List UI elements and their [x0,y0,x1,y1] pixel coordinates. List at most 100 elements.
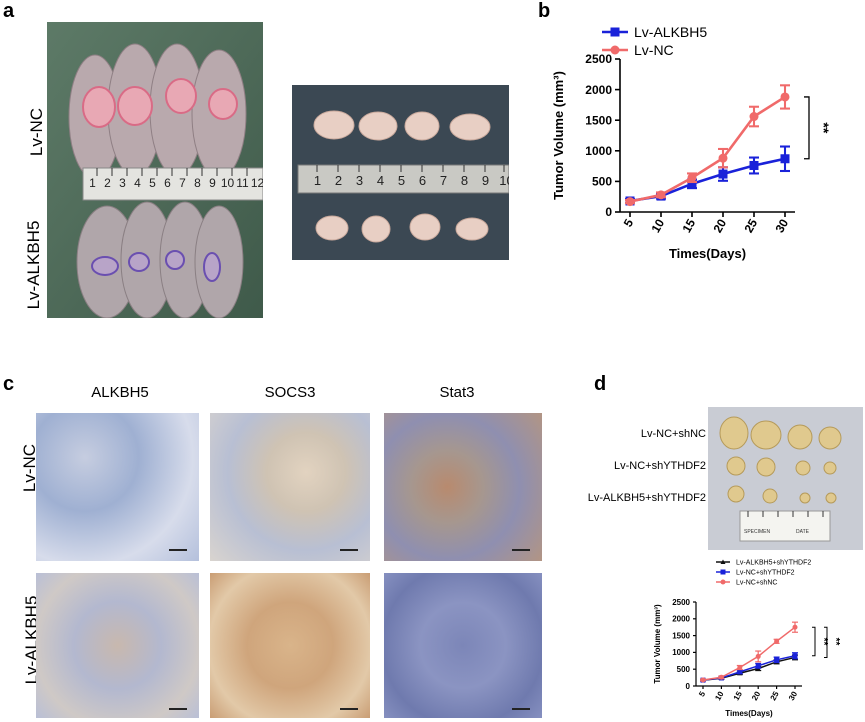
data-point [774,638,780,644]
y-tick-label: 1000 [672,648,690,657]
ihc-alkbh5-lv-nc [36,413,199,561]
significance-bracket [804,96,810,160]
tumors-photo: 1 2 3 4 5 6 7 8 9 10 [292,85,509,260]
ihc-alkbh5-lv-alkbh5 [36,573,199,718]
significance-label: ** [830,638,841,646]
ruler-tick-label: 5 [397,173,406,188]
specimen-label: SPECIMEN [744,529,771,535]
ruler-tick-label: 6 [418,173,427,188]
data-point [737,669,743,675]
ruler-tick-label: 2 [104,176,111,190]
legend-label: Lv-NC+shNC [736,579,777,586]
x-tick-label: 25 [741,216,760,235]
scale-bar [340,708,358,710]
panel-label-d: d [594,373,607,395]
significance-label: ** [818,638,829,646]
y-tick-label: 2000 [585,83,612,97]
data-point [687,173,697,183]
ruler-tick-label: 4 [134,176,141,190]
ruler-tick-label: 8 [460,173,469,188]
ruler-tick-label: 1 [313,173,322,188]
y-tick-label: 2500 [672,598,690,607]
legend-label: Lv-NC+shYTHDF2 [736,569,795,576]
x-tick-label: 10 [648,216,667,235]
legend-marker [720,569,726,575]
significance-bracket [812,626,816,657]
legend-label: Lv-NC [634,42,674,58]
y-tick-label: 2000 [672,615,690,624]
col-title-alkbh5: ALKBH5 [91,384,149,401]
group-label-lv-alkbh5: Lv-ALKBH5 [24,220,43,310]
data-point [749,112,759,122]
col-title-stat3: Stat3 [439,384,475,401]
data-point [625,197,635,207]
x-tick-label: 20 [710,216,729,235]
data-point [700,677,706,683]
y-tick-label: 500 [592,175,612,189]
tumor-volume-chart-d: 0 500 1000 1500 2000 2500 5 10 15 20 25 30 Times(Day… [653,559,841,718]
data-point [792,624,798,630]
date-label: DATE [796,529,809,535]
data-point [718,674,724,680]
y-axis-title: Tumor Volume (mm³) [653,604,662,684]
mice-photo: 1 2 3 4 5 6 7 8 9 10 11 12 [47,22,263,318]
data-point [792,653,798,659]
x-tick-label: 15 [679,216,698,235]
data-point [755,663,761,669]
y-tick-label: 1500 [672,631,690,640]
data-point [780,154,790,164]
legend-marker [610,27,620,37]
data-point [780,92,790,102]
series-line [702,626,796,681]
data-point [656,190,666,200]
panel-label-a: a [3,0,15,22]
x-axis-title: Times(Days) [725,709,773,718]
x-tick-label: 5 [697,689,707,698]
panel-label-b: b [538,0,551,22]
series-line [629,95,786,203]
photo-row-label-3: Lv-ALKBH5+shYTHDF2 [587,492,706,504]
data-point [749,160,759,170]
group-label-lv-nc: Lv-NC [27,107,46,157]
ruler-tick-label: 9 [209,176,216,190]
panel-label-c: c [3,373,15,395]
y-axis-title: Tumor Volume (mm³) [551,71,566,200]
data-point [718,153,728,163]
y-tick-label: 1500 [585,113,612,127]
x-tick-label: 5 [621,216,637,229]
ruler-tick-label: 3 [355,173,364,188]
x-tick-label: 25 [769,689,782,702]
x-axis-title: Times(Days) [669,246,746,261]
ihc-stat3-lv-nc [384,413,542,561]
y-tick-label: 2500 [585,52,612,66]
data-point [737,665,743,671]
col-title-socs3: SOCS3 [264,384,316,401]
scale-bar [169,549,187,551]
y-tick-label: 0 [686,682,691,691]
scale-bar [512,708,530,710]
ihc-socs3-lv-nc [210,413,370,561]
data-point [687,179,697,189]
data-point [774,657,780,663]
data-point [718,169,728,179]
ihc-stat3-lv-alkbh5 [384,573,542,718]
x-tick-label: 30 [772,216,791,235]
ruler-tick-label: 1 [89,176,96,190]
x-tick-label: 10 [713,689,726,702]
ruler-tick-label: 12 [250,176,263,190]
photo-row-label-1: Lv-NC+shNC [640,428,706,440]
ruler-tick-label: 5 [149,176,156,190]
series-line [702,655,796,681]
data-point [755,653,761,659]
ruler-tick-label: 7 [439,173,448,188]
significance-bracket [824,626,828,658]
x-tick-label: 20 [750,689,763,702]
legend-marker [720,559,726,564]
photo-row-label-2: Lv-NC+shYTHDF2 [614,460,706,472]
scale-bar [169,708,187,710]
ruler-tick-label: 3 [119,176,126,190]
ruler-tick-label: 8 [194,176,201,190]
scale-bar [340,549,358,551]
x-tick-label: 15 [732,689,745,702]
legend-label: Lv-ALKBH5 [634,24,707,40]
